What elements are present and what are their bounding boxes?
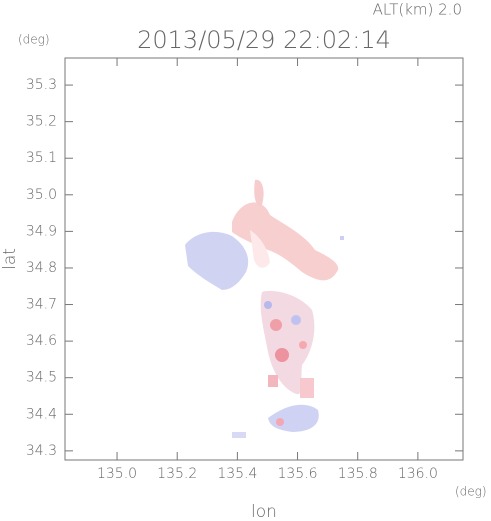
echo-area (185, 231, 249, 290)
x-tick-label: 135.8 (338, 466, 378, 482)
echo-cell (264, 301, 272, 309)
y-unit: (deg) (18, 33, 50, 47)
y-tick-label: 34.6 (26, 333, 57, 349)
echo-cell (275, 348, 289, 362)
x-tick-label: 135.6 (277, 466, 317, 482)
y-axis-label: lat (0, 248, 20, 270)
x-tick-label: 135.4 (217, 466, 257, 482)
echo-area (232, 202, 339, 281)
echo-area (268, 404, 319, 432)
echo-cell (232, 432, 246, 438)
echo-field (185, 179, 344, 438)
x-axis-label: lon (251, 502, 277, 521)
echo-area (254, 179, 264, 207)
y-tick-label: 34.9 (26, 223, 57, 239)
echo-cell (340, 236, 344, 240)
plot-frame (64, 57, 464, 461)
echo-cell (268, 375, 278, 387)
y-tick-label: 34.3 (26, 443, 57, 459)
y-tick-label: 35.0 (26, 187, 57, 203)
echo-area (260, 290, 315, 395)
x-tick-label: 135.2 (157, 466, 197, 482)
echo-cell (270, 319, 282, 331)
echo-cell (291, 315, 301, 325)
echo-cell (300, 378, 314, 398)
echo-cell (299, 341, 307, 349)
x-unit: (deg) (455, 485, 487, 499)
x-tick-label: 135.0 (97, 466, 137, 482)
y-tick-label: 34.5 (26, 370, 57, 386)
x-tick-label: 136.0 (398, 466, 438, 482)
y-tick-label: 34.7 (26, 297, 57, 313)
y-tick-label: 35.2 (26, 114, 57, 130)
y-tick-label: 35.3 (26, 77, 57, 93)
echo-area (250, 230, 270, 268)
y-tick-label: 34.8 (26, 260, 57, 276)
y-tick-label: 35.1 (26, 150, 57, 166)
echo-cell (276, 418, 284, 426)
altitude-label: ALT(km) 2.0 (373, 1, 462, 19)
chart-title: 2013/05/29 22:02:14 (137, 26, 391, 54)
y-tick-label: 34.4 (26, 406, 57, 422)
